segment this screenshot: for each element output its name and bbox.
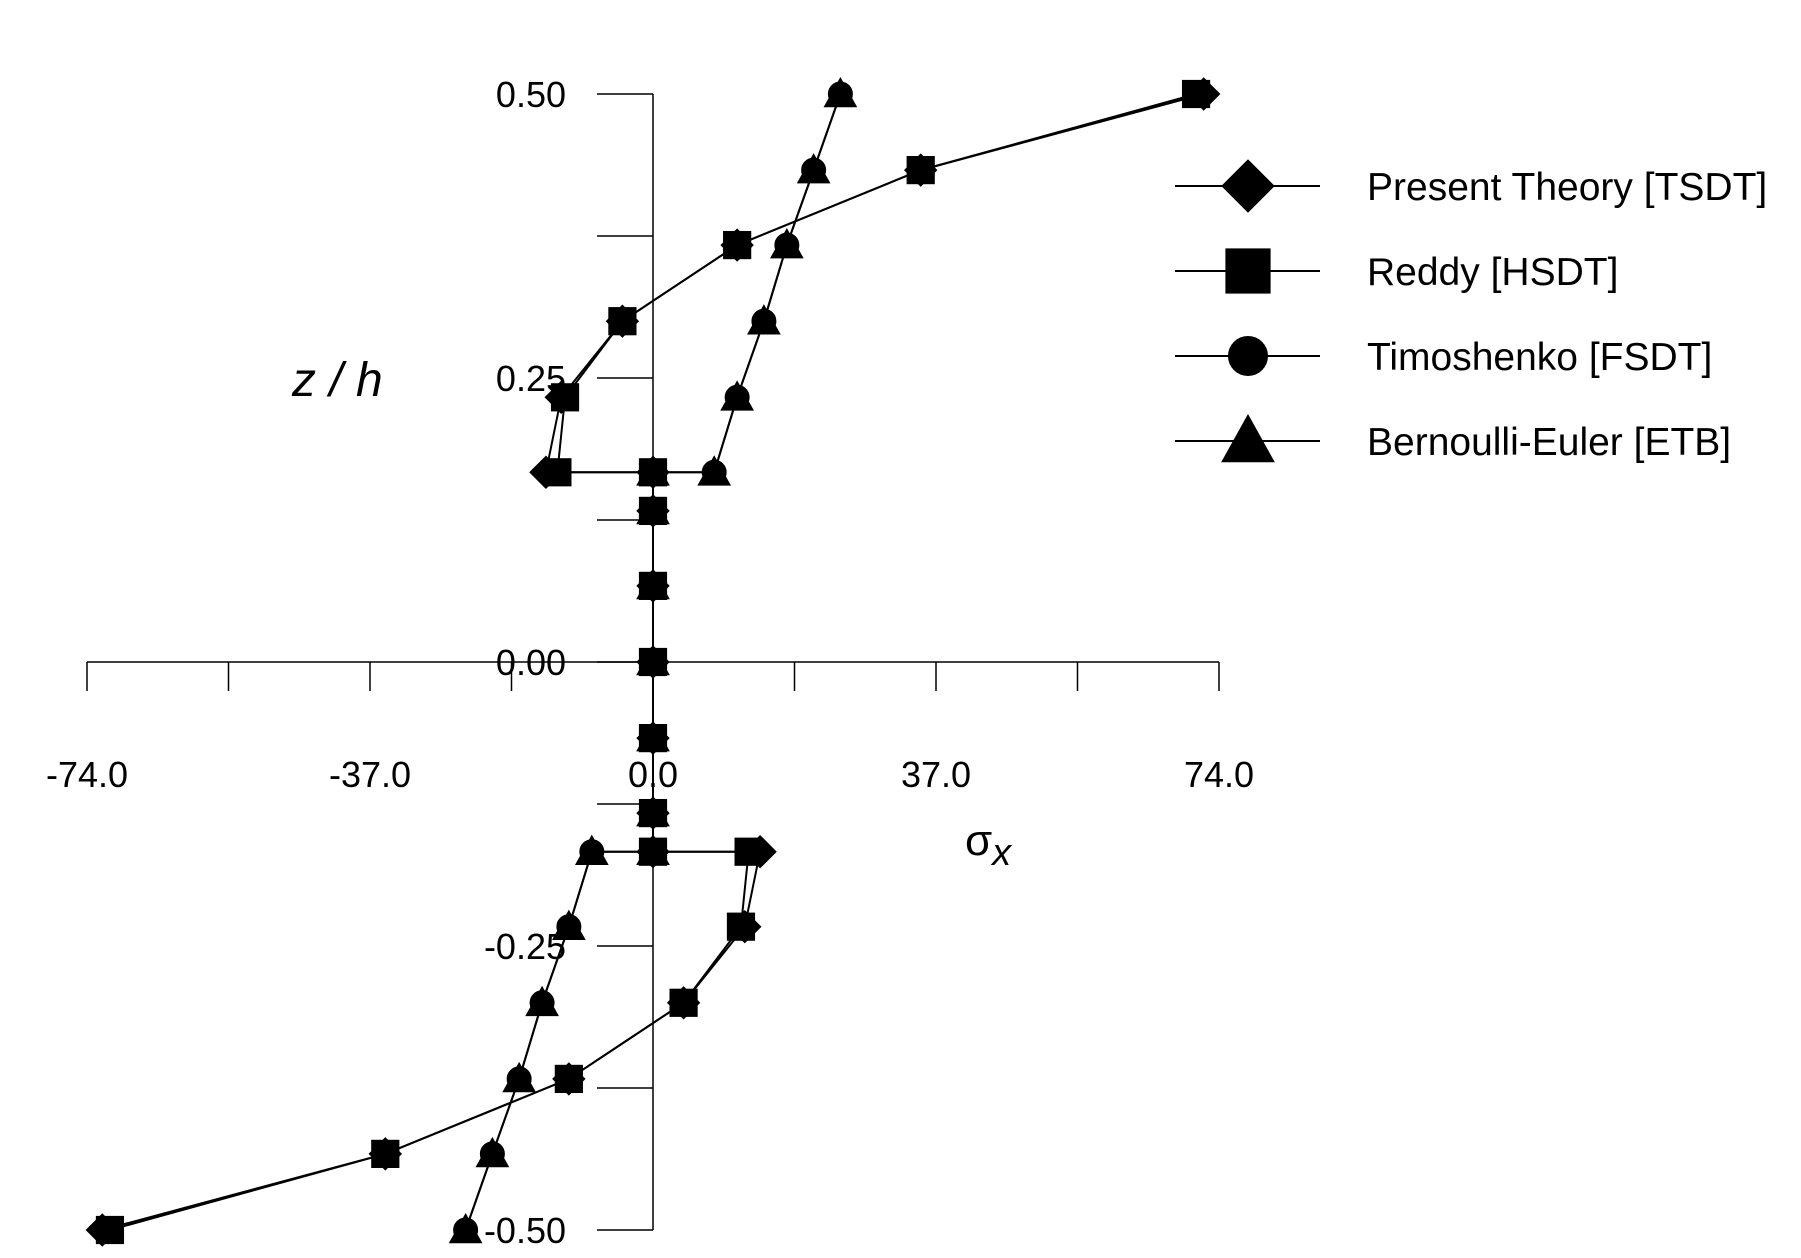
data-point	[475, 1136, 510, 1168]
data-point	[1181, 79, 1211, 109]
y-axis-title: z / h	[291, 354, 383, 407]
data-point	[726, 912, 756, 941]
data-point	[574, 834, 609, 866]
data-point	[723, 230, 752, 260]
legend-label: Present Theory [TSDT]	[1367, 166, 1767, 209]
legend-item: Timoshenko [FSDT]	[1175, 336, 1712, 379]
legend-item: Present Theory [TSDT]	[1175, 159, 1767, 213]
y-tick-label: -0.25	[484, 926, 566, 967]
data-point	[543, 458, 572, 487]
x-axis-title: σx	[965, 816, 1013, 874]
data-point	[720, 380, 754, 411]
legend-marker	[1221, 413, 1275, 463]
legend-item: Reddy [HSDT]	[1175, 248, 1618, 294]
y-tick-label: 0.00	[496, 642, 566, 683]
legend-marker	[1228, 336, 1268, 376]
x-tick-label: -74.0	[46, 754, 128, 795]
legend-label: Reddy [HSDT]	[1367, 251, 1618, 294]
x-tick-label: 37.0	[901, 754, 971, 795]
data-point	[502, 1061, 536, 1093]
data-point	[823, 76, 858, 108]
data-point	[636, 721, 670, 752]
data-point	[636, 644, 670, 676]
series-layer	[85, 76, 1221, 1247]
data-point	[734, 837, 763, 866]
y-tick-label: 0.50	[496, 74, 566, 115]
data-point	[371, 1139, 400, 1168]
data-point	[796, 153, 831, 184]
data-point	[669, 988, 698, 1017]
data-point	[906, 156, 935, 185]
x-tick-label: 74.0	[1184, 754, 1254, 795]
legend-marker	[1225, 248, 1271, 294]
data-point	[636, 455, 670, 486]
data-point	[448, 1212, 483, 1244]
data-point	[554, 1064, 583, 1094]
legend-label: Bernoulli-Euler [ETB]	[1367, 421, 1731, 464]
data-point	[636, 568, 670, 600]
legend: Present Theory [TSDT] Reddy [HSDT] Timoshe…	[1175, 159, 1767, 464]
data-point	[95, 1215, 125, 1245]
data-point	[552, 909, 586, 940]
y-tick-label: -0.50	[484, 1210, 566, 1251]
data-point	[636, 493, 670, 525]
legend-item: Bernoulli-Euler [ETB]	[1175, 413, 1731, 464]
data-point	[525, 985, 559, 1017]
data-point	[770, 228, 804, 259]
data-point	[636, 834, 670, 866]
series-triangle	[448, 76, 858, 1244]
data-point	[608, 307, 637, 336]
legend-marker	[1221, 159, 1275, 213]
data-point	[550, 383, 580, 412]
data-point	[697, 455, 732, 486]
x-tick-label: -37.0	[329, 754, 411, 795]
data-point	[636, 796, 670, 827]
legend-label: Timoshenko [FSDT]	[1367, 336, 1712, 379]
data-point	[747, 304, 781, 335]
